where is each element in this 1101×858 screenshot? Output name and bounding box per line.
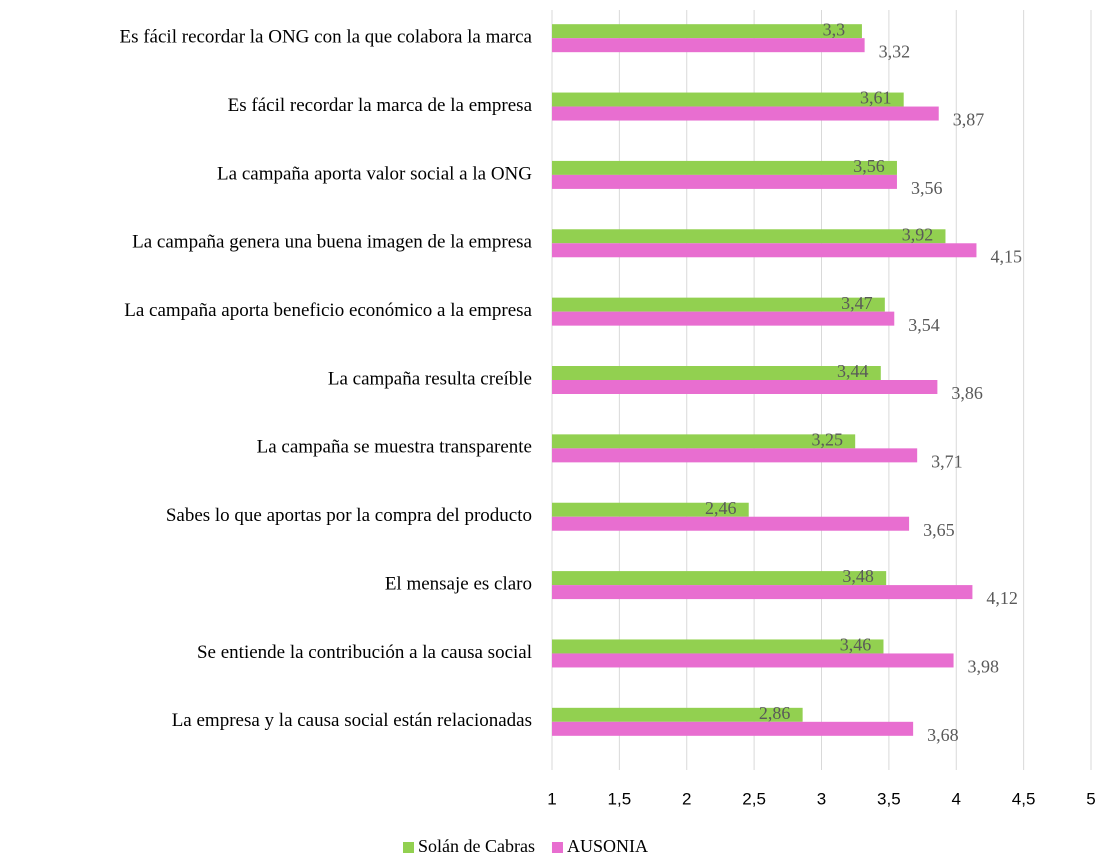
data-label: 3,56	[853, 156, 885, 176]
data-label: 4,12	[986, 588, 1018, 608]
data-label: 3,25	[811, 429, 843, 449]
bar	[552, 502, 749, 517]
data-label: 3,48	[842, 566, 874, 586]
bar	[552, 311, 895, 326]
data-label: 3,56	[911, 178, 943, 198]
legend-label: AUSONIA	[567, 836, 648, 856]
bar	[552, 92, 904, 107]
bar	[552, 434, 856, 449]
category-label: La campaña se muestra transparente	[257, 437, 532, 458]
data-label: 3,54	[908, 315, 940, 335]
bar	[552, 639, 884, 654]
data-label: 3,65	[923, 520, 955, 540]
category-label: Sabes lo que aportas por la compra del p…	[166, 505, 532, 526]
bar	[552, 243, 977, 258]
category-label: Es fácil recordar la marca de la empresa	[228, 95, 533, 116]
bar	[552, 585, 973, 600]
x-tick-label: 1,5	[608, 789, 632, 808]
data-label: 3,87	[953, 110, 985, 130]
data-label: 3,47	[841, 293, 873, 313]
bar	[552, 721, 914, 736]
bar	[552, 653, 954, 668]
bar	[552, 516, 910, 531]
category-label: La campaña aporta valor social a la ONG	[217, 163, 532, 184]
category-label: La campaña genera una buena imagen de la…	[132, 232, 532, 253]
x-tick-label: 4,5	[1012, 789, 1036, 808]
data-label: 3,32	[879, 41, 911, 61]
bar	[552, 160, 897, 175]
data-label: 3,92	[902, 224, 934, 244]
x-tick-label: 2	[682, 789, 691, 808]
data-label: 3,71	[931, 451, 963, 471]
data-label: 3,68	[927, 725, 959, 745]
bar	[552, 174, 897, 189]
data-label: 3,46	[840, 635, 872, 655]
category-label: Es fácil recordar la ONG con la que cola…	[119, 27, 532, 48]
data-label: 2,86	[759, 703, 791, 723]
bar	[552, 297, 885, 312]
bar	[552, 229, 946, 244]
data-label: 4,15	[990, 246, 1022, 266]
x-tick-label: 2,5	[742, 789, 766, 808]
category-label: La campaña aporta beneficio económico a …	[124, 300, 532, 321]
bar	[552, 571, 887, 586]
legend-swatch	[403, 842, 414, 853]
x-tick-label: 4	[952, 789, 961, 808]
x-tick-label: 5	[1086, 789, 1095, 808]
legend-swatch	[551, 842, 563, 853]
data-label: 3,98	[968, 657, 1000, 677]
bar	[552, 448, 918, 463]
data-label: 2,46	[705, 498, 737, 518]
data-label: 3,86	[951, 383, 983, 403]
x-tick-label: 1	[547, 789, 556, 808]
data-label: 3,44	[837, 361, 869, 381]
category-label: Se entiende la contribución a la causa s…	[197, 642, 532, 663]
category-label: La campaña resulta creíble	[328, 368, 532, 389]
category-label: El mensaje es claro	[385, 573, 532, 594]
legend-label: Solán de Cabras	[418, 836, 535, 856]
x-tick-label: 3	[817, 789, 826, 808]
bar	[552, 24, 862, 39]
category-label: La empresa y la causa social están relac…	[172, 710, 532, 731]
bar	[552, 38, 865, 53]
bar	[552, 380, 938, 394]
data-label: 3,61	[860, 88, 892, 108]
bar	[552, 707, 803, 722]
data-label: 3,3	[823, 19, 846, 39]
bar	[552, 106, 939, 121]
bar	[552, 366, 881, 380]
x-tick-label: 3,5	[877, 789, 901, 808]
